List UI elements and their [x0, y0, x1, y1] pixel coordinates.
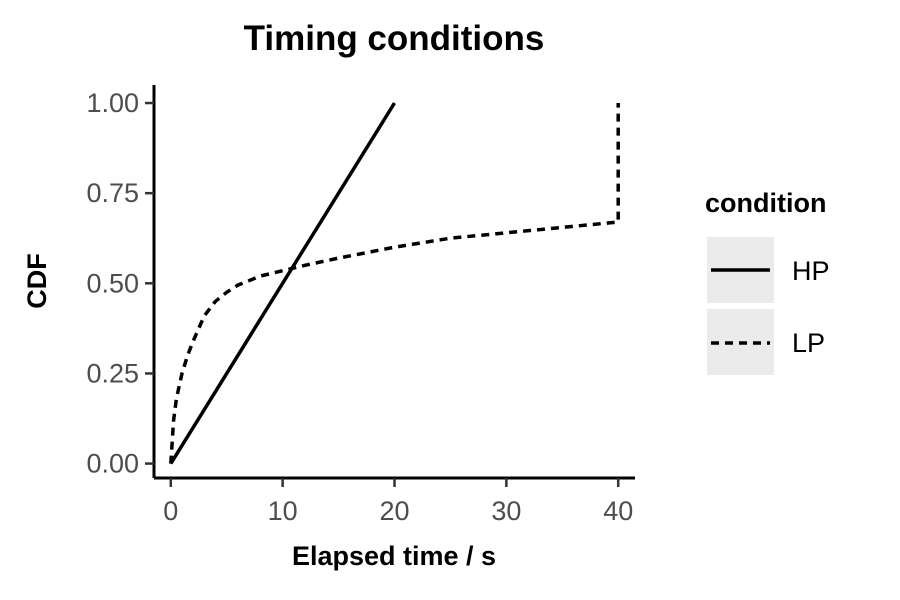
x-tick-label: 30: [491, 496, 521, 526]
legend-entry-lp: LP: [707, 309, 825, 375]
x-tick-label: 0: [163, 496, 178, 526]
ticks: 0 10 20 30 40 0.00 0.25 0.50 0.75 1.00: [86, 88, 633, 526]
y-axis-title: CDF: [22, 253, 52, 309]
axes: [152, 85, 635, 480]
x-axis-title: Elapsed time / s: [292, 541, 496, 571]
y-tick-label: 0.25: [86, 358, 139, 388]
x-tick-label: 10: [268, 496, 298, 526]
legend-label-lp: LP: [792, 328, 825, 358]
series-line-hp: [169, 102, 396, 465]
y-tick-label: 0.50: [86, 268, 139, 298]
x-tick-label: 40: [603, 496, 633, 526]
y-tick-label: 1.00: [86, 88, 139, 118]
y-tick-label: 0.00: [86, 449, 139, 479]
legend: condition HP LP: [705, 188, 830, 375]
legend-label-hp: HP: [792, 256, 830, 286]
chart-title: Timing conditions: [244, 19, 545, 58]
series-layer: [169, 102, 620, 465]
legend-title: condition: [705, 188, 826, 218]
y-tick-label: 0.75: [86, 178, 139, 208]
x-tick-label: 20: [379, 496, 409, 526]
series-line-lp: [169, 103, 620, 464]
legend-entry-hp: HP: [707, 237, 830, 303]
